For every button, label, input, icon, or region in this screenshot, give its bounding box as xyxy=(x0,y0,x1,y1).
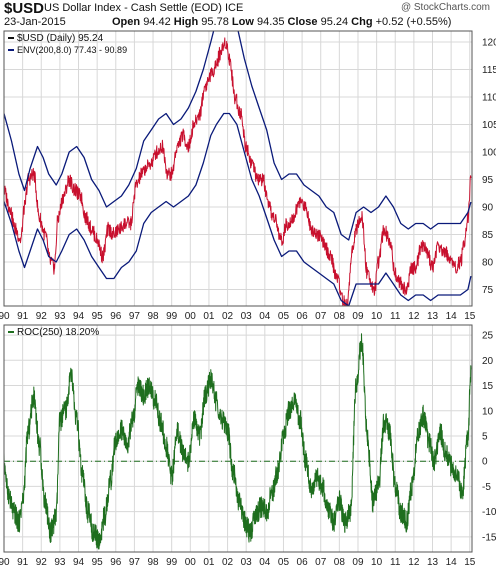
x-tick-label: 06 xyxy=(297,311,309,322)
x-tick-label: 05 xyxy=(278,557,290,568)
y-tick-label: 120 xyxy=(482,38,496,49)
y-tick-label: 0 xyxy=(482,457,488,468)
chg-label: Chg xyxy=(351,16,373,28)
x-tick-label: 07 xyxy=(315,311,327,322)
y-tick-label: -5 xyxy=(482,482,491,493)
close-label: Close xyxy=(287,16,318,28)
x-tick-label: 06 xyxy=(297,557,309,568)
x-tick-label: 95 xyxy=(92,311,104,322)
x-tick-label: 91 xyxy=(17,557,29,568)
high-value: 95.78 xyxy=(201,16,229,28)
quote-date: 23-Jan-2015 xyxy=(4,16,66,28)
x-tick-label: 08 xyxy=(334,557,346,568)
x-tick-label: 98 xyxy=(147,311,159,322)
x-tick-label: 92 xyxy=(36,557,48,568)
copyright: @ StockCharts.com xyxy=(400,2,490,13)
x-tick-label: 14 xyxy=(446,311,458,322)
x-tick-label: 14 xyxy=(446,557,458,568)
y-tick-label: -10 xyxy=(482,507,496,518)
y-tick-label: -15 xyxy=(482,532,496,543)
y-tick-label: 110 xyxy=(482,93,496,104)
x-tick-label: 07 xyxy=(315,557,327,568)
y-tick-label: 115 xyxy=(482,65,496,76)
y-tick-label: 15 xyxy=(482,381,494,392)
plot-frame xyxy=(3,30,473,307)
x-tick-label: 00 xyxy=(185,311,197,322)
y-tick-label: 90 xyxy=(482,203,494,214)
y-tick-label: 75 xyxy=(482,285,494,296)
x-tick-label: 97 xyxy=(129,557,141,568)
x-tick-label: 95 xyxy=(92,557,104,568)
low-value: 94.35 xyxy=(256,16,285,28)
price-series-line xyxy=(4,37,472,306)
x-tick-label: 96 xyxy=(110,311,122,322)
chg-value: +0.52 (+0.55%) xyxy=(375,16,452,28)
x-tick-label: 09 xyxy=(352,311,364,322)
close-value: 95.24 xyxy=(320,16,349,28)
x-tick-label: 94 xyxy=(73,311,85,322)
x-tick-label: 12 xyxy=(408,557,420,568)
legend-label: ROC(250) 18.20% xyxy=(17,327,99,338)
x-tick-label: 99 xyxy=(166,557,178,568)
legend-label: $USD (Daily) 95.24 xyxy=(17,33,104,44)
x-tick-label: 01 xyxy=(203,557,215,568)
x-tick-label: 97 xyxy=(129,311,141,322)
y-tick-label: 10 xyxy=(482,406,494,417)
x-tick-label: 96 xyxy=(110,557,122,568)
x-tick-label: 13 xyxy=(427,557,439,568)
x-tick-label: 03 xyxy=(241,557,253,568)
price-panel: 90 91 92 93 94 95 96 97 98 99 00 01 02 03 04 05 06 07 08 09… xyxy=(0,30,496,322)
x-tick-label: 04 xyxy=(259,311,271,322)
plot-frame xyxy=(3,324,473,553)
open-label: Open xyxy=(112,16,141,28)
x-tick-label: 01 xyxy=(203,311,215,322)
x-tick-label: 09 xyxy=(352,557,364,568)
x-tick-label: 03 xyxy=(241,311,253,322)
x-tick-label: 98 xyxy=(147,557,159,568)
x-tick-label: 12 xyxy=(408,311,420,322)
x-tick-label: 11 xyxy=(390,557,401,568)
high-label: High xyxy=(173,16,199,28)
y-tick-label: 105 xyxy=(482,120,496,131)
x-tick-label: 13 xyxy=(427,311,439,322)
roc-panel: 90 91 92 93 94 95 96 97 98 99 00 01 02 03 04 05 06 07 08 09… xyxy=(0,324,496,568)
x-tick-label: 15 xyxy=(464,557,476,568)
x-tick-label: 02 xyxy=(222,311,234,322)
legend-label: ENV(200,8.0) 77.43 - 90.89 xyxy=(17,45,127,55)
x-tick-label: 15 xyxy=(464,311,476,322)
y-tick-label: 80 xyxy=(482,258,494,269)
roc-series-line xyxy=(4,333,472,550)
x-tick-label: 94 xyxy=(73,557,85,568)
x-tick-label: 10 xyxy=(371,311,383,322)
y-tick-label: 95 xyxy=(482,175,494,186)
symbol: $USD xyxy=(4,0,45,17)
y-tick-label: 85 xyxy=(482,230,494,241)
x-tick-label: 90 xyxy=(0,557,10,568)
x-tick-label: 92 xyxy=(36,311,48,322)
ohlc-readout: Open 94.42 High 95.78 Low 94.35 Close 95… xyxy=(112,16,451,28)
y-tick-label: 20 xyxy=(482,356,494,367)
x-tick-label: 93 xyxy=(54,311,66,322)
y-tick-label: 25 xyxy=(482,331,494,342)
x-tick-label: 90 xyxy=(0,311,10,322)
x-tick-label: 10 xyxy=(371,557,383,568)
envelope-upper-line xyxy=(4,31,472,241)
x-tick-label: 02 xyxy=(222,557,234,568)
open-value: 94.42 xyxy=(143,16,171,28)
x-tick-label: 08 xyxy=(334,311,346,322)
x-tick-label: 04 xyxy=(259,557,271,568)
x-tick-label: 00 xyxy=(185,557,197,568)
y-tick-label: 5 xyxy=(482,431,488,442)
instrument-name: US Dollar Index - Cash Settle (EOD) ICE xyxy=(44,2,244,14)
x-tick-label: 91 xyxy=(17,311,29,322)
y-tick-label: 100 xyxy=(482,148,496,159)
envelope-lower-line xyxy=(4,112,472,306)
x-tick-label: 93 xyxy=(54,557,66,568)
chart-header: $USD US Dollar Index - Cash Settle (EOD)… xyxy=(0,0,496,30)
x-tick-label: 05 xyxy=(278,311,290,322)
x-tick-label: 11 xyxy=(390,311,401,322)
x-tick-label: 99 xyxy=(166,311,178,322)
low-label: Low xyxy=(231,16,254,28)
